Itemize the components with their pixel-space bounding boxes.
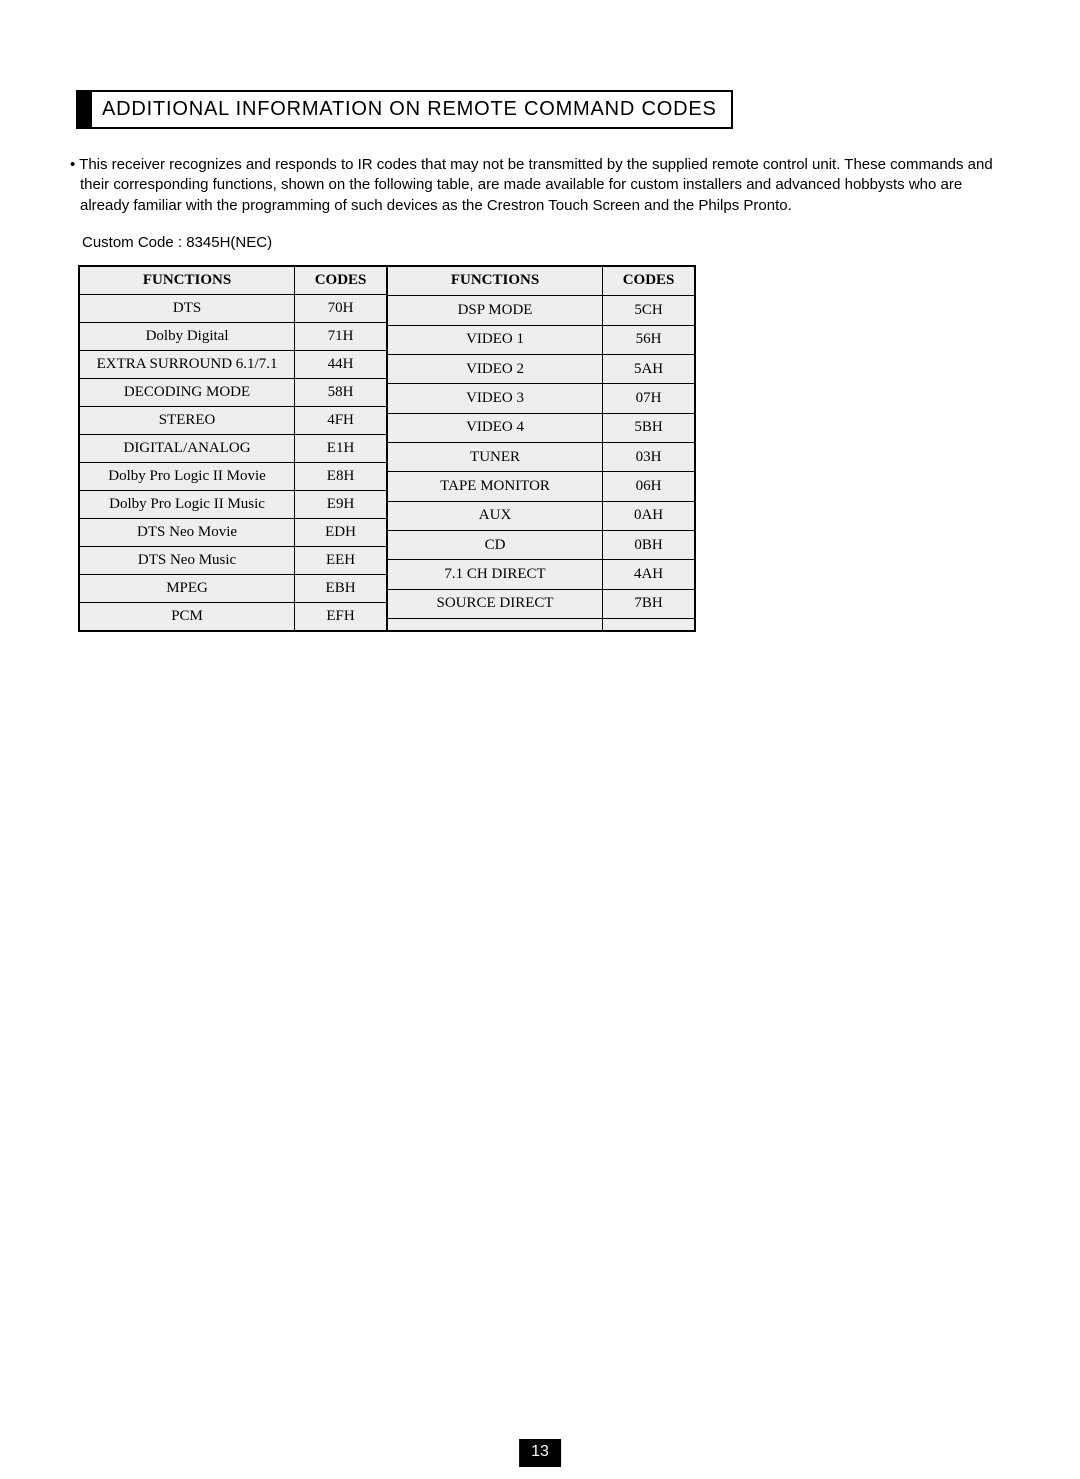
section-title: ADDITIONAL INFORMATION ON REMOTE COMMAND… (102, 98, 717, 120)
table-row: Dolby Digital71H (79, 322, 387, 350)
code-cell: 0AH (603, 501, 695, 530)
codes-table-left: FUNCTIONS CODES DTS70HDolby Digital71HEX… (78, 265, 388, 632)
table-row: DIGITAL/ANALOGE1H (79, 434, 387, 462)
function-cell: DTS Neo Music (79, 546, 295, 574)
code-cell: 5CH (603, 296, 695, 325)
code-cell: 4AH (603, 560, 695, 589)
code-cell: 4FH (295, 406, 387, 434)
function-cell (387, 619, 603, 631)
function-cell: AUX (387, 501, 603, 530)
function-cell: VIDEO 2 (387, 354, 603, 383)
code-cell: 06H (603, 472, 695, 501)
table-header-row: FUNCTIONS CODES (79, 266, 387, 295)
table-row: Dolby Pro Logic II MovieE8H (79, 462, 387, 490)
table-row: VIDEO 45BH (387, 413, 695, 442)
code-cell: EEH (295, 546, 387, 574)
function-cell: VIDEO 4 (387, 413, 603, 442)
codes-tables: FUNCTIONS CODES DTS70HDolby Digital71HEX… (70, 265, 1010, 632)
code-cell: 5BH (603, 413, 695, 442)
table-row: 7.1 CH DIRECT4AH (387, 560, 695, 589)
function-cell: Dolby Pro Logic II Music (79, 490, 295, 518)
code-cell: EFH (295, 602, 387, 631)
table-row: VIDEO 156H (387, 325, 695, 354)
table-row: TUNER03H (387, 442, 695, 471)
function-cell: TUNER (387, 442, 603, 471)
function-cell: VIDEO 3 (387, 384, 603, 413)
table-row: MPEGEBH (79, 574, 387, 602)
table-row: VIDEO 307H (387, 384, 695, 413)
code-cell: 7BH (603, 589, 695, 618)
function-cell: PCM (79, 602, 295, 631)
page-number: 13 (519, 1439, 561, 1467)
code-cell: 70H (295, 294, 387, 322)
codes-table-right: FUNCTIONS CODES DSP MODE5CHVIDEO 156HVID… (386, 265, 696, 632)
function-cell: TAPE MONITOR (387, 472, 603, 501)
code-cell: E1H (295, 434, 387, 462)
function-cell: DTS Neo Movie (79, 518, 295, 546)
code-cell: 44H (295, 350, 387, 378)
section-title-box: ADDITIONAL INFORMATION ON REMOTE COMMAND… (76, 90, 733, 129)
code-cell (603, 619, 695, 631)
function-cell: MPEG (79, 574, 295, 602)
custom-code-line: Custom Code : 8345H(NEC) (70, 234, 1010, 251)
table-header-row: FUNCTIONS CODES (387, 266, 695, 296)
table-row: DTS Neo MovieEDH (79, 518, 387, 546)
code-cell: EDH (295, 518, 387, 546)
code-cell: E8H (295, 462, 387, 490)
code-cell: 71H (295, 322, 387, 350)
table-row: TAPE MONITOR06H (387, 472, 695, 501)
code-cell: 0BH (603, 531, 695, 560)
table-row: STEREO4FH (79, 406, 387, 434)
table-row: VIDEO 25AH (387, 354, 695, 383)
function-cell: STEREO (79, 406, 295, 434)
function-cell: DIGITAL/ANALOG (79, 434, 295, 462)
function-cell: DSP MODE (387, 296, 603, 325)
function-cell: VIDEO 1 (387, 325, 603, 354)
table-row: DSP MODE5CH (387, 296, 695, 325)
function-cell: SOURCE DIRECT (387, 589, 603, 618)
table-row: SOURCE DIRECT7BH (387, 589, 695, 618)
header-codes: CODES (603, 266, 695, 296)
table-row: Dolby Pro Logic II MusicE9H (79, 490, 387, 518)
table-row: DECODING MODE58H (79, 378, 387, 406)
header-functions: FUNCTIONS (387, 266, 603, 296)
code-cell: 56H (603, 325, 695, 354)
table-row: AUX0AH (387, 501, 695, 530)
code-cell: 07H (603, 384, 695, 413)
function-cell: DTS (79, 294, 295, 322)
table-row: DTS Neo MusicEEH (79, 546, 387, 574)
function-cell: Dolby Pro Logic II Movie (79, 462, 295, 490)
table-row: DTS70H (79, 294, 387, 322)
function-cell: DECODING MODE (79, 378, 295, 406)
intro-paragraph: This receiver recognizes and responds to… (70, 155, 1010, 216)
function-cell: EXTRA SURROUND 6.1/7.1 (79, 350, 295, 378)
table-row: EXTRA SURROUND 6.1/7.144H (79, 350, 387, 378)
code-cell: EBH (295, 574, 387, 602)
code-cell: 03H (603, 442, 695, 471)
function-cell: CD (387, 531, 603, 560)
header-functions: FUNCTIONS (79, 266, 295, 295)
code-cell: 58H (295, 378, 387, 406)
table-row: PCMEFH (79, 602, 387, 631)
code-cell: E9H (295, 490, 387, 518)
table-row (387, 619, 695, 631)
header-codes: CODES (295, 266, 387, 295)
function-cell: Dolby Digital (79, 322, 295, 350)
function-cell: 7.1 CH DIRECT (387, 560, 603, 589)
code-cell: 5AH (603, 354, 695, 383)
table-row: CD0BH (387, 531, 695, 560)
